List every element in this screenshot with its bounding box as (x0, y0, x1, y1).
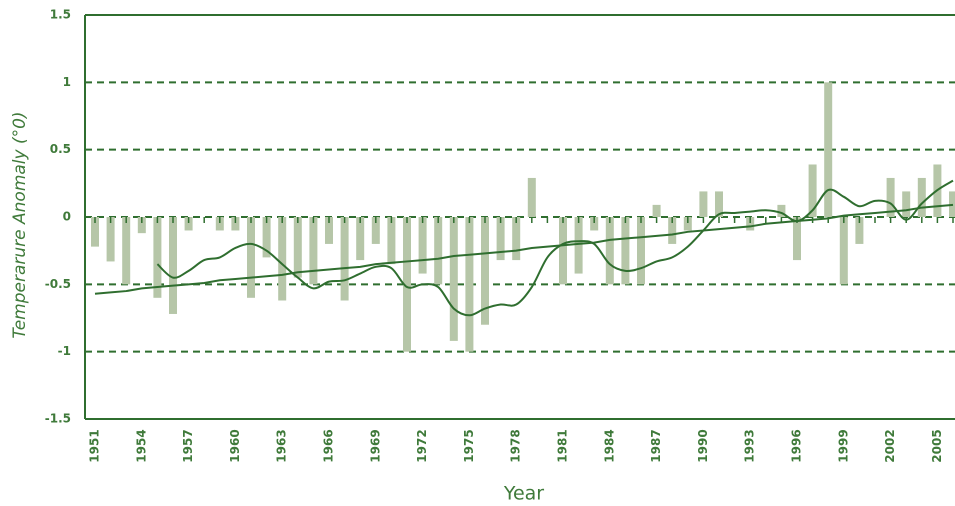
x-tick-label: 1960 (228, 429, 242, 462)
y-tick-label: 1 (63, 75, 71, 89)
x-tick-label: 1951 (88, 429, 102, 462)
bar (793, 217, 801, 261)
x-tick-label: 1990 (696, 429, 710, 462)
bar (356, 217, 365, 261)
bar (590, 217, 599, 231)
bar (465, 217, 474, 352)
bar (527, 177, 536, 217)
bar (559, 217, 567, 285)
x-tick-label: 1981 (556, 429, 570, 462)
x-tick-label: 1966 (322, 429, 336, 462)
bar (137, 217, 146, 234)
bar (403, 217, 411, 352)
x-tick-label: 1969 (368, 429, 382, 462)
bar (387, 217, 396, 265)
bar (262, 217, 271, 258)
x-tick-label: 1954 (134, 429, 148, 462)
bar (325, 217, 333, 244)
bar (371, 217, 380, 244)
bar (153, 217, 162, 298)
y-tick-label: -0.5 (45, 277, 71, 291)
x-tick-label: 1993 (743, 429, 757, 462)
bar (621, 217, 630, 285)
x-axis-title: Year (503, 483, 544, 505)
x-tick-label: 2002 (883, 429, 897, 462)
bar (106, 217, 115, 262)
bar (746, 217, 755, 231)
bar (418, 217, 427, 274)
bar (839, 217, 848, 285)
bar (683, 217, 692, 231)
bar (215, 217, 224, 231)
bar (169, 217, 177, 314)
x-tick-label: 1957 (181, 429, 195, 462)
line (94, 203, 954, 295)
bar (293, 217, 302, 278)
y-tick-label: -1.5 (45, 412, 71, 426)
bar (902, 191, 911, 217)
y-tick-label: -1 (58, 344, 71, 358)
y-tick-label: 0.5 (50, 142, 71, 156)
x-tick-label: 1984 (602, 429, 616, 462)
x-tick-label: 1972 (415, 429, 429, 462)
bar (668, 217, 677, 244)
bar (777, 204, 786, 217)
bar (231, 217, 240, 231)
y-tick-label: 1.5 (50, 8, 71, 22)
x-tick-label: 1996 (790, 429, 804, 462)
bar (340, 217, 349, 301)
x-tick-label: 1987 (649, 429, 663, 462)
bar (122, 217, 131, 285)
bar (824, 82, 833, 217)
x-tick-label: 2005 (930, 429, 944, 462)
bar (449, 217, 458, 341)
bar (715, 191, 723, 217)
bar (886, 177, 895, 217)
bar (605, 217, 614, 285)
bar (637, 217, 645, 285)
bar (652, 204, 661, 217)
bar (278, 217, 287, 301)
bar (699, 191, 708, 217)
x-tick-label: 1963 (275, 429, 289, 462)
bar (481, 217, 489, 325)
bar (574, 217, 583, 274)
bar (247, 217, 255, 298)
line (156, 179, 954, 317)
bar (91, 217, 99, 247)
bar (309, 217, 318, 285)
bar (434, 217, 443, 285)
bar (496, 217, 505, 261)
x-tick-label: 1999 (836, 429, 850, 462)
bar (512, 217, 521, 261)
bar (184, 217, 193, 231)
y-axis-title: Temperarure Anomaly (°0) (10, 111, 30, 338)
bar (917, 177, 926, 217)
bar (855, 217, 864, 244)
bar (808, 164, 817, 217)
x-tick-label: 1978 (509, 429, 523, 462)
y-tick-label: 0 (63, 210, 71, 224)
x-tick-label: 1975 (462, 429, 476, 462)
